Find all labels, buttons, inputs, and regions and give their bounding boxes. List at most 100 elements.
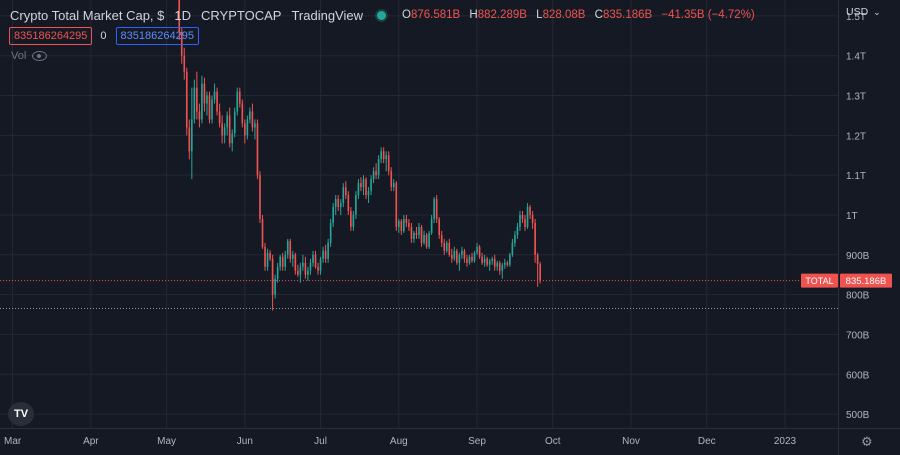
candle-body — [304, 262, 307, 275]
candle-body — [430, 218, 433, 233]
candle-body — [299, 266, 302, 275]
symbol-title[interactable]: Crypto Total Market Cap, $ — [10, 7, 165, 23]
candle-body — [501, 264, 504, 271]
candle-body — [496, 262, 499, 267]
price-value-label: 835.186B — [846, 276, 887, 287]
candlestick-series — [178, 0, 541, 311]
candle-body — [256, 123, 259, 176]
tradingview-logo[interactable]: TV — [8, 402, 34, 426]
candle-body — [233, 111, 236, 134]
x-tick-label: Nov — [622, 436, 640, 447]
candle-body — [471, 256, 473, 261]
x-tick-label: Aug — [390, 436, 408, 447]
candle-body — [461, 250, 463, 255]
candle-body — [524, 218, 526, 227]
value-input-red[interactable]: 835186264295 — [9, 27, 93, 45]
value-input-blue[interactable]: 835186264295 — [115, 27, 199, 45]
candle-body — [196, 87, 198, 112]
candle-body — [266, 252, 269, 267]
indicator-inputs: 835186264295 0 835186264295 — [9, 27, 199, 45]
x-tick-label: Dec — [698, 436, 716, 447]
candle-body — [339, 203, 342, 208]
price-axis[interactable]: 500B 600B 700B 800B 900B 1T 1.1T 1.2T 1.3T 1.4T 1.… — [846, 12, 870, 421]
candle-body — [241, 103, 244, 124]
chevron-down-icon: ⌄ — [873, 6, 881, 17]
value-separator: 0 — [100, 30, 107, 42]
candle-body — [453, 250, 456, 259]
candle-body — [314, 254, 317, 267]
currency-selector[interactable]: USD ⌄ — [846, 6, 881, 18]
candle-body — [458, 254, 461, 263]
candle-body — [418, 226, 420, 235]
candle-body — [312, 254, 314, 263]
candle-body — [519, 214, 521, 227]
logo-text: TV — [13, 408, 29, 420]
source-label: TradingView — [291, 7, 363, 23]
candle-body — [352, 214, 355, 227]
open-label: O — [402, 9, 411, 21]
candle-body — [400, 220, 403, 231]
candle-body — [254, 123, 256, 128]
candle-body — [294, 254, 297, 271]
candle-body — [445, 242, 448, 251]
candle-body — [347, 195, 350, 212]
candle-body — [279, 256, 281, 267]
candle-body — [380, 151, 382, 160]
candle-body — [438, 218, 441, 235]
candle-body — [317, 266, 319, 271]
candle-body — [281, 256, 284, 267]
currency-label: USD — [846, 6, 869, 18]
close-label: C — [594, 9, 603, 21]
candle-body — [198, 111, 201, 120]
candle-body — [413, 232, 415, 239]
candle-body — [473, 252, 476, 261]
candle-body — [201, 83, 203, 120]
open-value: 876.581B — [410, 9, 461, 21]
y-tick-label: 500B — [846, 410, 870, 421]
candle-body — [211, 99, 213, 120]
candle-body — [397, 220, 400, 227]
gear-icon[interactable]: ⚙ — [861, 434, 873, 449]
candle-body — [539, 264, 541, 281]
candle-body — [534, 222, 536, 255]
x-tick-label: Jul — [314, 436, 327, 447]
candle-body — [269, 252, 271, 259]
candle-body — [403, 218, 405, 231]
eye-icon[interactable] — [32, 51, 48, 61]
time-axis[interactable]: Mar Apr May Jun Jul Aug Sep Oct Nov Dec 2023 — [4, 436, 797, 447]
interval-label[interactable]: 1D — [174, 7, 192, 23]
candle-body — [185, 71, 188, 128]
candle-body — [387, 155, 390, 172]
candle-body — [440, 234, 443, 243]
low-value: 828.08B — [542, 9, 586, 21]
x-tick-label: Oct — [545, 436, 561, 447]
volume-indicator[interactable]: Vol — [11, 50, 48, 62]
price-label: TOTAL 835.186B — [801, 273, 892, 288]
x-tick-label: Jun — [237, 436, 253, 447]
y-tick-label: 900B — [846, 251, 870, 262]
candle-body — [362, 179, 365, 188]
candle-body — [271, 258, 274, 295]
candle-body — [213, 91, 216, 100]
candle-body — [365, 179, 367, 196]
candle-body — [448, 242, 451, 255]
candle-body — [244, 123, 246, 136]
candle-body — [498, 262, 501, 271]
candle-body — [231, 133, 234, 144]
candle-body — [435, 199, 438, 219]
candle-body — [509, 254, 511, 265]
candle-body — [329, 222, 332, 243]
candle-body — [322, 250, 324, 259]
candle-body — [491, 258, 494, 261]
candle-body — [337, 199, 340, 208]
candle-body — [428, 232, 430, 247]
candle-body — [526, 207, 529, 227]
candle-body — [360, 183, 362, 188]
candle-body — [420, 226, 423, 243]
candle-body — [191, 119, 193, 152]
candle-body — [342, 187, 345, 204]
candle-body — [463, 250, 466, 259]
candle-body — [218, 111, 221, 124]
